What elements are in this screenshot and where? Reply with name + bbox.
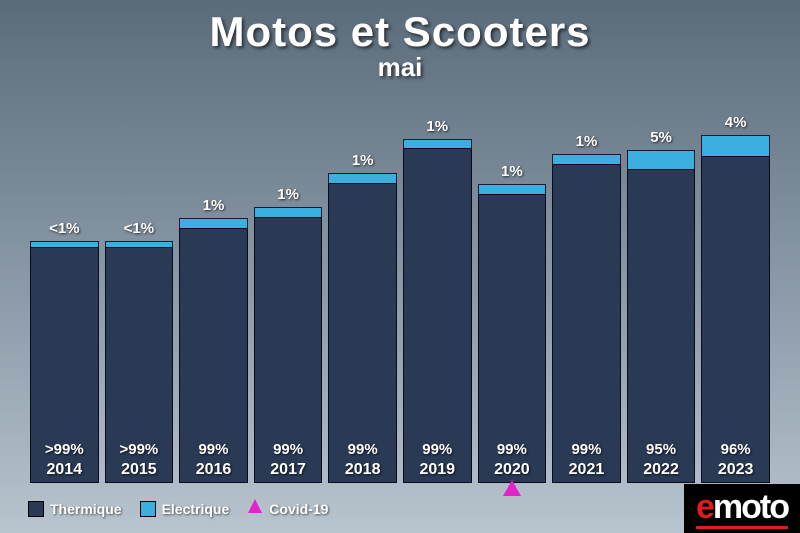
year-label: 2014 [31, 461, 98, 479]
thermal-value-label: >99% [31, 441, 98, 458]
thermal-value-label: 99% [329, 441, 396, 458]
bar-group-2019: 1% 99% 2019 [403, 105, 472, 483]
year-label: 2023 [702, 461, 769, 479]
bar-stack: 1% 99% 2021 [552, 105, 621, 483]
bar-segment-thermal: 99% 2019 [403, 148, 472, 483]
legend-marker-covid [247, 498, 263, 519]
chart-area: <1% >99% 2014 <1% >99% 2015 1% 99% 2016 1% 99% 2017… [30, 105, 770, 483]
bar-segment-thermal: 99% 2016 [179, 228, 248, 483]
bar-segment-electric: 1% [403, 139, 472, 148]
legend-swatch-electric [140, 501, 156, 517]
bar-stack: 4% 96% 2023 [701, 105, 770, 483]
year-label: 2015 [106, 461, 173, 479]
bar-group-2022: 5% 95% 2022 [627, 105, 696, 483]
thermal-value-label: 99% [553, 441, 620, 458]
legend-item-electric: Electrique [140, 501, 230, 517]
bar-stack: 1% 99% 2018 [328, 105, 397, 483]
thermal-value-label: 99% [479, 441, 546, 458]
electric-value-label: 4% [702, 114, 769, 131]
electric-value-label: <1% [31, 220, 98, 237]
year-label: 2019 [404, 461, 471, 479]
bar-segment-thermal: 95% 2022 [627, 169, 696, 483]
thermal-value-label: 96% [702, 441, 769, 458]
thermal-value-label: >99% [106, 441, 173, 458]
bar-stack: 1% 99% 2016 [179, 105, 248, 483]
year-label: 2017 [255, 461, 322, 479]
bar-stack: 1% 99% 2020 [478, 105, 547, 483]
electric-value-label: <1% [106, 220, 173, 237]
legend-label-electric: Electrique [162, 501, 230, 517]
bar-stack: 1% 99% 2017 [254, 105, 323, 483]
bar-segment-thermal: 99% 2017 [254, 217, 323, 483]
legend-item-thermal: Thermique [28, 501, 122, 517]
logo-prefix: e [696, 488, 713, 526]
chart-legend: Thermique Electrique Covid-19 [28, 498, 328, 519]
bar-group-2017: 1% 99% 2017 [254, 105, 323, 483]
electric-value-label: 1% [180, 197, 247, 214]
legend-label-covid: Covid-19 [269, 501, 328, 517]
thermal-value-label: 99% [404, 441, 471, 458]
bar-stack: <1% >99% 2014 [30, 105, 99, 483]
chart-title: Motos et Scooters [0, 0, 800, 56]
bar-segment-electric: 5% [627, 150, 696, 169]
bar-segment-electric: 1% [478, 184, 547, 193]
legend-swatch-thermal [28, 501, 44, 517]
electric-value-label: 1% [329, 152, 396, 169]
bar-segment-electric: 1% [179, 218, 248, 227]
thermal-value-label: 99% [255, 441, 322, 458]
year-label: 2020 [479, 461, 546, 479]
bar-group-2016: 1% 99% 2016 [179, 105, 248, 483]
bar-segment-electric: 1% [328, 173, 397, 182]
year-label: 2016 [180, 461, 247, 479]
logo-text: emoto [696, 490, 788, 524]
bar-group-2014: <1% >99% 2014 [30, 105, 99, 483]
bar-group-2018: 1% 99% 2018 [328, 105, 397, 483]
bar-segment-thermal: 99% 2020 [478, 194, 547, 483]
bar-segment-electric: 4% [701, 135, 770, 156]
electric-value-label: 1% [255, 186, 322, 203]
bar-group-2023: 4% 96% 2023 [701, 105, 770, 483]
bar-group-2021: 1% 99% 2021 [552, 105, 621, 483]
bar-stack: <1% >99% 2015 [105, 105, 174, 483]
bar-segment-thermal: >99% 2015 [105, 247, 174, 483]
bar-stack: 5% 95% 2022 [627, 105, 696, 483]
electric-value-label: 1% [553, 133, 620, 150]
bar-segment-thermal: 99% 2018 [328, 183, 397, 484]
electric-value-label: 5% [628, 129, 695, 146]
bar-segment-electric: 1% [254, 207, 323, 216]
legend-label-thermal: Thermique [50, 501, 122, 517]
brand-logo: emoto [684, 484, 800, 533]
thermal-value-label: 95% [628, 441, 695, 458]
legend-item-covid: Covid-19 [247, 498, 328, 519]
bar-segment-thermal: 96% 2023 [701, 156, 770, 483]
bar-stack: 1% 99% 2019 [403, 105, 472, 483]
bar-segment-thermal: 99% 2021 [552, 164, 621, 483]
bar-group-2015: <1% >99% 2015 [105, 105, 174, 483]
covid-marker-icon [503, 480, 521, 501]
bar-segment-thermal: >99% 2014 [30, 247, 99, 483]
year-label: 2021 [553, 461, 620, 479]
chart-subtitle: mai [0, 52, 800, 83]
logo-underline [696, 526, 788, 529]
bar-group-2020: 1% 99% 2020 [478, 105, 547, 483]
electric-value-label: 1% [479, 163, 546, 180]
thermal-value-label: 99% [180, 441, 247, 458]
year-label: 2018 [329, 461, 396, 479]
year-label: 2022 [628, 461, 695, 479]
logo-rest: moto [713, 488, 788, 526]
bar-segment-electric: 1% [552, 154, 621, 163]
electric-value-label: 1% [404, 118, 471, 135]
